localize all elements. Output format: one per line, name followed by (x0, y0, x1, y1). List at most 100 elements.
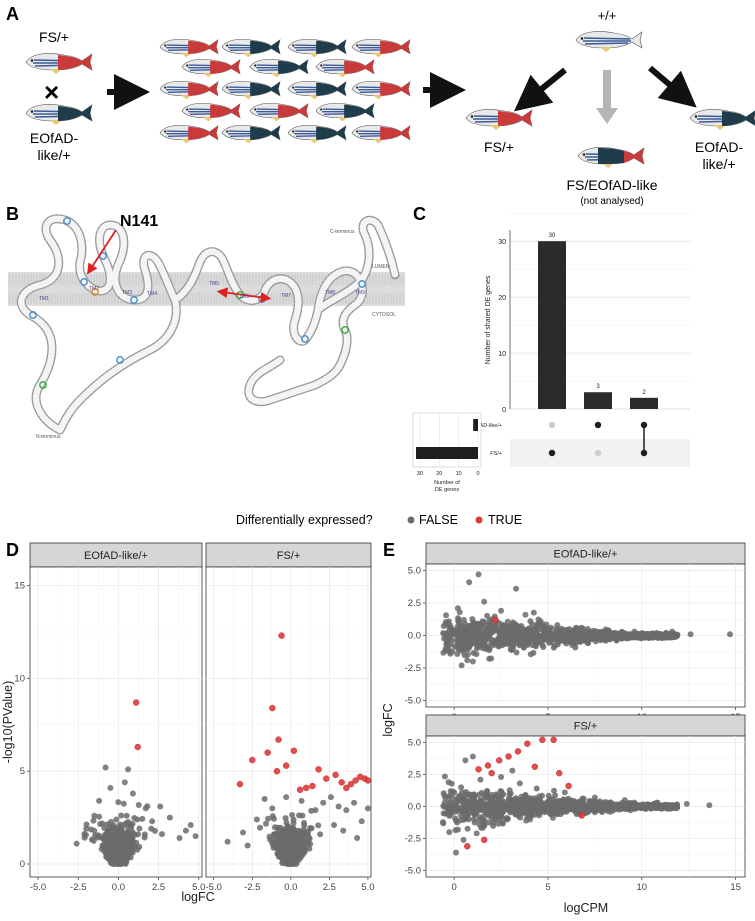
non-de-point (469, 658, 476, 665)
clutch-fish-grid (159, 38, 411, 145)
cloud-point (517, 814, 524, 821)
clutch-fish-icon (287, 124, 347, 145)
de-point (347, 780, 355, 788)
cloud-point (287, 860, 294, 867)
cloud-point (102, 831, 109, 838)
set-size-bar (473, 419, 478, 431)
non-de-point (522, 611, 529, 618)
de-point (578, 812, 585, 819)
de-point (303, 784, 310, 792)
non-de-point (561, 789, 568, 796)
cloud-point (603, 632, 610, 639)
x-tick-label: 0 (451, 882, 456, 893)
arrow-to-eofad (648, 65, 697, 108)
red-double-arrow (216, 287, 272, 303)
panel-letter-a: A (6, 4, 19, 24)
cytosol-label: CYTOSOL (372, 312, 396, 318)
cloud-point (507, 790, 514, 797)
y-tick-label: -5.0 (405, 696, 421, 707)
non-de-point (102, 764, 109, 771)
cloud-point (108, 852, 115, 859)
cloud-point (549, 814, 556, 821)
cloud-point (282, 829, 289, 836)
y-tick-label: -5.0 (405, 866, 421, 877)
non-de-point (683, 800, 690, 807)
y-tick-label: -2.5 (405, 834, 421, 845)
cloud-point (455, 617, 462, 624)
non-de-point (142, 805, 149, 812)
non-de-point (340, 827, 347, 834)
bar (584, 392, 612, 409)
cloud-point (543, 628, 550, 635)
cloud-point (550, 644, 557, 651)
cloud-point (271, 838, 278, 845)
cloud-point (96, 813, 103, 820)
cloud-point (484, 788, 491, 795)
cloud-point (98, 846, 105, 853)
cloud-point (141, 831, 148, 838)
cloud-point (116, 857, 123, 864)
clutch-fish-icon (221, 38, 281, 59)
facet-strip (205, 542, 372, 568)
cloud-point (136, 843, 143, 850)
non-de-point (460, 836, 467, 843)
cloud-point (484, 612, 491, 619)
non-de-point (726, 631, 733, 638)
cloud-point (490, 822, 497, 829)
cloud-point (591, 807, 598, 814)
cloud-point (527, 816, 534, 823)
de-point (484, 762, 492, 769)
cloud-point (129, 835, 136, 842)
cloud-point (90, 837, 97, 844)
cloud-point (123, 812, 130, 819)
y-tick-label: -2.5 (405, 663, 421, 674)
cloud-point (522, 627, 529, 634)
de-point (273, 767, 281, 775)
fs-eofad-fish-icon (577, 146, 645, 169)
cloud-point (288, 853, 295, 860)
tm-label: TM4 (147, 291, 157, 297)
cloud-point (113, 841, 120, 848)
non-de-point (653, 799, 660, 806)
legend-label-false: FALSE (419, 513, 458, 527)
cloud-point (527, 628, 534, 635)
cloud-point (523, 639, 530, 646)
non-de-point (125, 766, 132, 773)
cloud-point (118, 812, 125, 819)
cloud-point (511, 798, 518, 805)
cloud-point (269, 813, 276, 820)
non-de-point (121, 779, 128, 786)
x-tick-label: 5 (545, 882, 550, 893)
cloud-point (278, 837, 285, 844)
cloud-point (548, 624, 555, 631)
cloud-point (639, 803, 646, 810)
cloud-point (649, 633, 656, 640)
de-point (338, 779, 345, 786)
cloud-point (491, 810, 498, 817)
de-point (475, 766, 482, 773)
cloud-point (614, 635, 621, 642)
legend-label-true: TRUE (488, 513, 522, 527)
cloud-point (136, 825, 143, 832)
cloud-point (256, 824, 263, 831)
cloud-point (471, 796, 478, 803)
cloud-point (493, 626, 500, 633)
cloud-point (296, 812, 303, 819)
non-de-point (91, 812, 98, 819)
x-tick-label: -5.0 (206, 882, 222, 893)
cloud-point (454, 651, 461, 658)
non-de-point (464, 657, 471, 664)
cloud-point (592, 632, 599, 639)
cloud-point (470, 816, 477, 823)
cloud-point (465, 816, 472, 823)
non-de-point (343, 807, 350, 814)
non-de-point (269, 805, 276, 812)
non-de-point (454, 826, 461, 833)
cloud-point (479, 624, 486, 631)
panel-e-md-plot: EOfAD-like/+ 0 5 10 15 -5.0 -2.5 0.0 2.5 5.0 FS/+ 0… (381, 542, 746, 915)
panel-c-upset: 0 10 20 30 Number of shared DE genes 30 3 2 EOfA… (412, 212, 690, 493)
non-de-point (473, 830, 480, 837)
cloud-point (459, 802, 466, 809)
y-axis-label: -log10(PValue) (1, 681, 15, 763)
cloud-point (439, 819, 446, 826)
